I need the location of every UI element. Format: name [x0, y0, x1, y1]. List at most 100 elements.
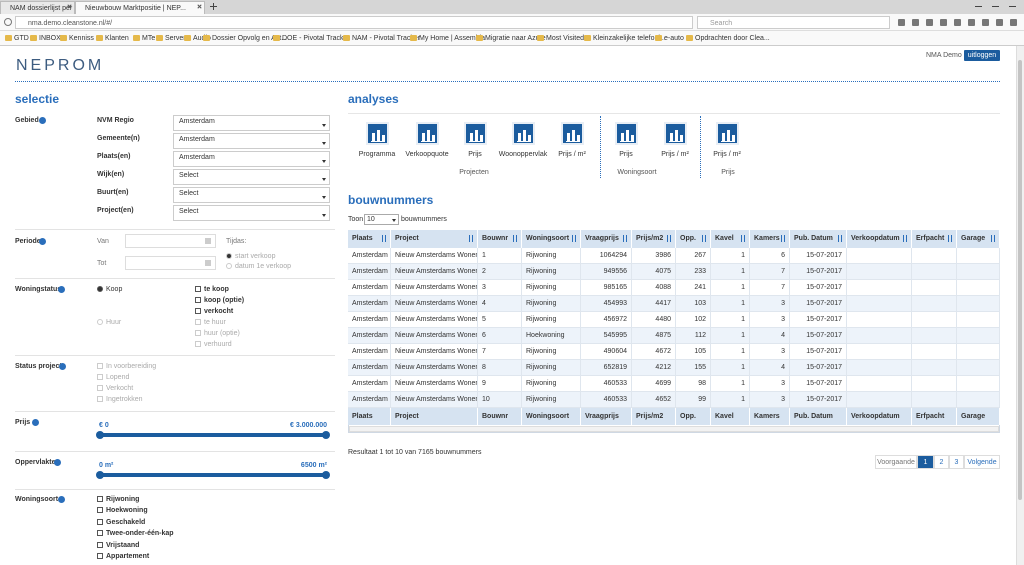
page-button[interactable]: 2 [934, 455, 949, 469]
toolbar-icon[interactable] [1010, 19, 1017, 26]
bookmark[interactable]: Dossier Opvolg en Act... [212, 35, 288, 42]
bookmark[interactable]: NAM - Pivotal Tracker [352, 35, 421, 42]
analysis-label[interactable]: Programma [358, 151, 396, 158]
checkbox[interactable] [97, 553, 103, 559]
column-header[interactable]: Vraagprijs [581, 230, 632, 248]
column-header[interactable]: Project [391, 230, 478, 248]
slider-handle[interactable] [322, 431, 330, 439]
checkbox[interactable] [195, 330, 201, 336]
url-box[interactable]: nma.demo.cleanstone.nl/#/ [15, 16, 693, 29]
column-header[interactable]: Woningsoort [522, 230, 581, 248]
toolbar-icon[interactable] [954, 19, 961, 26]
bookmark[interactable]: GTD [14, 35, 29, 42]
column-header[interactable]: Pub. Datum [790, 230, 847, 248]
search-box[interactable]: Search [697, 16, 890, 29]
analysis-label[interactable]: Prijs / m² [558, 151, 586, 158]
analysis-button[interactable] [464, 122, 487, 145]
toolbar-icon[interactable] [982, 19, 989, 26]
window-control[interactable] [975, 6, 982, 7]
bookmark[interactable]: e-auto [664, 35, 684, 42]
checkbox[interactable] [97, 518, 103, 525]
bookmark[interactable]: Klanten [105, 35, 129, 42]
select[interactable]: Select [173, 169, 330, 185]
column-header[interactable]: Prijs/m2 [632, 230, 676, 248]
checkbox[interactable] [195, 286, 201, 292]
bookmark[interactable]: Kleinzakelijke telefoni... [593, 35, 666, 42]
logout-button[interactable]: uitloggen [964, 50, 1000, 61]
checkbox[interactable] [97, 530, 103, 537]
checkbox[interactable] [97, 374, 103, 380]
bookmark[interactable]: Opdrachten door Clea... [695, 35, 770, 42]
bookmark[interactable]: DOE - Pivotal Tracker [282, 35, 350, 42]
checkbox[interactable] [195, 308, 201, 314]
page-button[interactable]: Voorgaande [875, 455, 917, 469]
date-input[interactable] [125, 234, 216, 248]
checkbox[interactable] [195, 341, 201, 347]
column-header[interactable]: Plaats [348, 230, 391, 248]
slider-handle[interactable] [96, 471, 104, 479]
radio[interactable] [226, 253, 232, 259]
column-header[interactable]: Erfpacht [912, 230, 957, 248]
slider-handle[interactable] [322, 471, 330, 479]
new-tab[interactable] [213, 3, 214, 10]
analysis-label[interactable]: Woonoppervlak [498, 151, 548, 158]
checkbox[interactable] [97, 496, 103, 502]
analysis-button[interactable] [416, 122, 439, 145]
window-control[interactable] [992, 6, 999, 7]
tab[interactable]: Nieuwbouw Marktpositie | NEP... [75, 1, 205, 14]
checkbox[interactable] [97, 507, 103, 514]
date-input[interactable] [125, 256, 216, 270]
analysis-label[interactable]: Verkoopquote [405, 151, 449, 158]
select[interactable]: Amsterdam [173, 151, 330, 167]
analysis-button[interactable] [716, 122, 739, 145]
select[interactable]: Select [173, 205, 330, 221]
analysis-label[interactable]: Prijs / m² [661, 151, 689, 158]
tab[interactable]: NAM dossierlijst per 2017-11-0... [0, 1, 75, 14]
select[interactable]: Amsterdam [173, 115, 330, 131]
radio[interactable] [97, 286, 103, 292]
column-header[interactable]: Verkoopdatum [847, 230, 912, 248]
toolbar-icon[interactable] [912, 19, 919, 26]
bookmark[interactable]: Audio [193, 35, 211, 42]
back-button[interactable] [4, 18, 12, 26]
checkbox[interactable] [97, 396, 103, 402]
column-header[interactable]: Kavel [711, 230, 750, 248]
analysis-button[interactable] [366, 122, 389, 145]
scroll-thumb[interactable] [1018, 60, 1022, 500]
column-header[interactable]: Garage [957, 230, 1000, 248]
toolbar-icon[interactable] [940, 19, 947, 26]
page-size-select[interactable]: 10 [364, 214, 399, 225]
analysis-label[interactable]: Prijs [619, 151, 633, 158]
column-header[interactable]: Opp. [676, 230, 711, 248]
page-button[interactable]: 3 [949, 455, 964, 469]
page-button[interactable]: 1 [917, 455, 934, 469]
checkbox[interactable] [195, 297, 201, 303]
checkbox[interactable] [97, 385, 103, 391]
page-button[interactable]: Volgende [964, 455, 1000, 469]
logo[interactable]: NEPROM [16, 57, 105, 74]
column-header[interactable]: Kamers [750, 230, 790, 248]
radio[interactable] [226, 263, 232, 269]
checkbox[interactable] [195, 319, 201, 325]
toolbar-icon[interactable] [968, 19, 975, 26]
select[interactable]: Amsterdam [173, 133, 330, 149]
window-control[interactable] [1009, 6, 1016, 7]
analysis-label[interactable]: Prijs / m² [713, 151, 741, 158]
checkbox[interactable] [97, 541, 103, 548]
bookmark[interactable]: Migratie naar Azure [485, 35, 546, 42]
bookmark[interactable]: MTe [142, 35, 156, 42]
select[interactable]: Select [173, 187, 330, 203]
radio[interactable] [97, 319, 103, 325]
toolbar-icon[interactable] [926, 19, 933, 26]
toolbar-icon[interactable] [898, 19, 905, 26]
bookmark[interactable]: INBOX [39, 35, 61, 42]
analysis-button[interactable] [664, 122, 687, 145]
slider-handle[interactable] [96, 431, 104, 439]
analysis-button[interactable] [615, 122, 638, 145]
bookmark[interactable]: Kenniss [69, 35, 94, 42]
bookmark[interactable]: Most Visited [546, 35, 584, 42]
checkbox[interactable] [97, 363, 103, 369]
analysis-label[interactable]: Prijs [468, 151, 482, 158]
analysis-button[interactable] [561, 122, 584, 145]
analysis-button[interactable] [512, 122, 535, 145]
